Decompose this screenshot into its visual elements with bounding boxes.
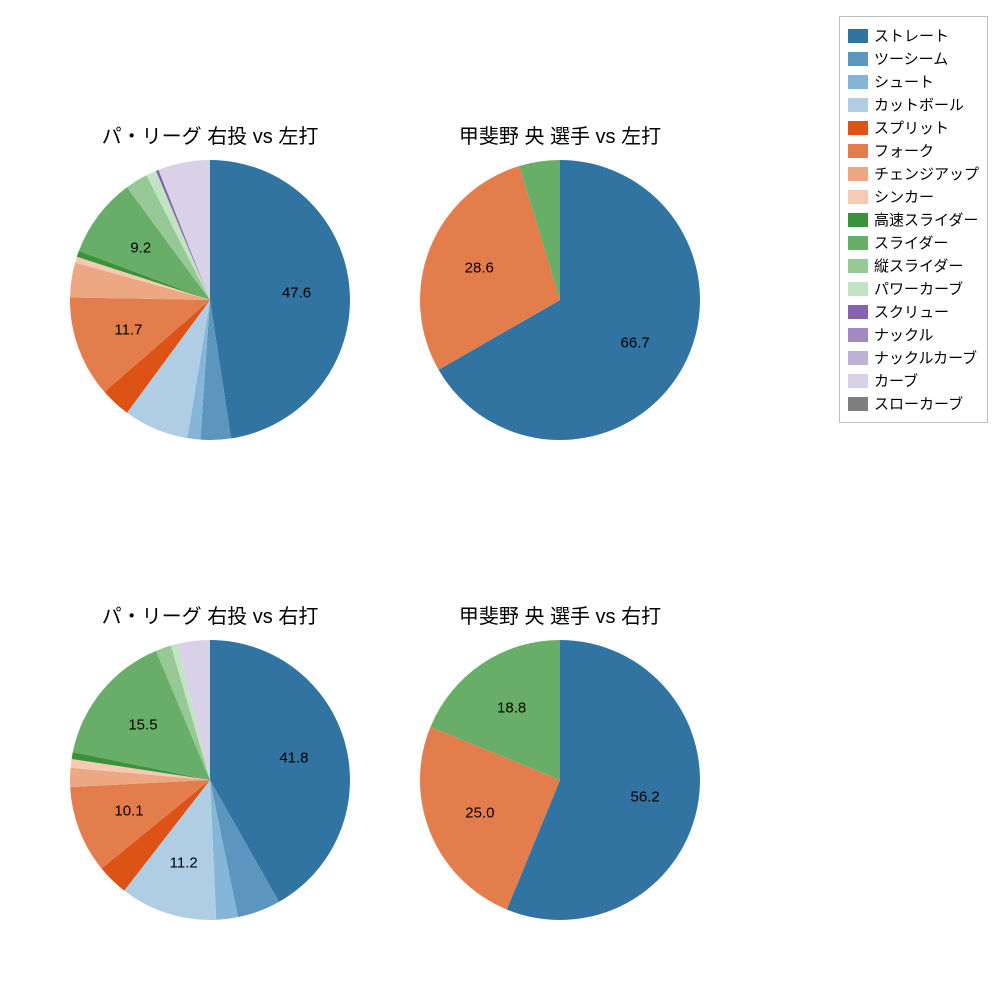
legend-label: フォーク [874, 140, 934, 161]
legend-item: フォーク [848, 140, 979, 161]
legend-swatch [848, 282, 868, 296]
legend-item: スプリット [848, 117, 979, 138]
legend-label: カットボール [874, 94, 964, 115]
legend-item: ナックルカーブ [848, 347, 979, 368]
legend-label: チェンジアップ [874, 163, 979, 184]
legend-label: ストレート [874, 25, 949, 46]
legend-label: スプリット [874, 117, 949, 138]
legend-item: ツーシーム [848, 48, 979, 69]
legend-item: スクリュー [848, 301, 979, 322]
pie-slice-label: 15.5 [128, 716, 157, 733]
legend-item: スローカーブ [848, 393, 979, 414]
pie-slice-label: 11.7 [114, 321, 142, 338]
pie-slice-label: 41.8 [279, 749, 308, 766]
legend-swatch [848, 351, 868, 365]
pie-slice-label: 28.6 [465, 260, 494, 277]
legend-label: スライダー [874, 232, 948, 253]
legend-swatch [848, 190, 868, 204]
legend-label: 高速スライダー [874, 209, 978, 230]
legend-swatch [848, 98, 868, 112]
legend-swatch [848, 213, 868, 227]
pie-slice-label: 11.2 [170, 854, 198, 871]
legend-label: シュート [874, 71, 934, 92]
legend-swatch [848, 29, 868, 43]
pie-slice-label: 10.1 [114, 803, 143, 820]
pie-chart-2 [60, 630, 360, 930]
legend-label: ナックル [874, 324, 934, 345]
legend-swatch [848, 144, 868, 158]
legend-swatch [848, 52, 868, 66]
legend-swatch [848, 121, 868, 135]
legend-label: 縦スライダー [874, 255, 963, 276]
legend-item: チェンジアップ [848, 163, 979, 184]
pie-slice-label: 25.0 [465, 805, 494, 822]
legend: ストレートツーシームシュートカットボールスプリットフォークチェンジアップシンカー… [839, 16, 988, 423]
legend-label: ナックルカーブ [874, 347, 977, 368]
legend-label: シンカー [874, 186, 934, 207]
chart-title-3: 甲斐野 央 選手 vs 右打 [459, 600, 661, 629]
legend-item: ナックル [848, 324, 979, 345]
pie-slice [210, 160, 350, 438]
legend-label: パワーカーブ [874, 278, 963, 299]
legend-label: スクリュー [874, 301, 949, 322]
legend-item: パワーカーブ [848, 278, 979, 299]
legend-label: スローカーブ [874, 393, 963, 414]
chart-title-2: パ・リーグ 右投 vs 右打 [102, 600, 319, 629]
legend-swatch [848, 259, 868, 273]
pie-slice-label: 18.8 [497, 699, 526, 716]
legend-item: カットボール [848, 94, 979, 115]
legend-item: スライダー [848, 232, 979, 253]
legend-item: カーブ [848, 370, 979, 391]
legend-swatch [848, 167, 868, 181]
legend-swatch [848, 305, 868, 319]
pie-slice-label: 66.7 [621, 335, 650, 352]
pie-chart-0 [60, 150, 360, 450]
legend-swatch [848, 236, 868, 250]
pie-chart-1 [410, 150, 710, 450]
chart-title-0: パ・リーグ 右投 vs 左打 [102, 120, 319, 149]
chart-title-1: 甲斐野 央 選手 vs 左打 [459, 120, 661, 149]
legend-item: シュート [848, 71, 979, 92]
legend-swatch [848, 75, 868, 89]
pie-chart-3 [410, 630, 710, 930]
pie-slice-label: 47.6 [282, 285, 311, 302]
legend-item: ストレート [848, 25, 979, 46]
figure: { "background_color": "#ffffff", "legend… [0, 0, 1000, 1000]
legend-item: シンカー [848, 186, 979, 207]
legend-item: 高速スライダー [848, 209, 979, 230]
pie-slice-label: 9.2 [130, 239, 151, 256]
pie-slice-label: 56.2 [631, 788, 660, 805]
legend-swatch [848, 397, 868, 411]
legend-label: ツーシーム [874, 48, 948, 69]
legend-swatch [848, 328, 868, 342]
legend-item: 縦スライダー [848, 255, 979, 276]
legend-swatch [848, 374, 868, 388]
legend-label: カーブ [874, 370, 918, 391]
